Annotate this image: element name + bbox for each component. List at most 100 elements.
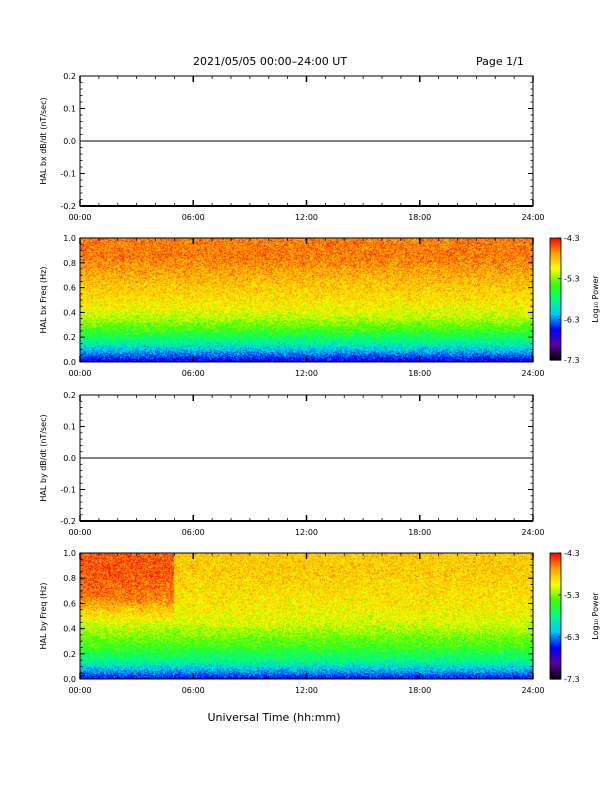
header-title: 2021/05/05 00:00–24:00 UT xyxy=(193,55,347,68)
colorbar-segment xyxy=(550,668,561,672)
colorbar-segment xyxy=(550,357,561,361)
colorbar-segment xyxy=(550,578,561,581)
colorbar-segment xyxy=(550,329,561,333)
colorbar-segment xyxy=(550,270,561,274)
y-axis-label: HAL by Freq (Hz) xyxy=(39,583,48,650)
y-axis-label: HAL by dB/dt (nT/sec) xyxy=(39,414,48,501)
colorbar-segment xyxy=(550,613,561,617)
colorbar-segment xyxy=(550,294,561,298)
colorbar-segment xyxy=(550,641,561,644)
colorbar-segment xyxy=(550,586,561,590)
colorbar-segment xyxy=(550,260,561,263)
colorbar-segment xyxy=(550,254,561,257)
y-tick-label: -0.1 xyxy=(60,170,76,179)
x-tick-label: 12:00 xyxy=(295,686,318,695)
colorbar-segment xyxy=(550,331,561,335)
colorbar-segment xyxy=(550,582,561,586)
header-page: Page 1/1 xyxy=(476,55,524,68)
colorbar-segment xyxy=(550,264,561,268)
colorbar-segment xyxy=(550,309,561,312)
colorbar-tick-label: -4.3 xyxy=(564,549,580,558)
colorbar-segment xyxy=(550,242,561,245)
colorbar-segment xyxy=(550,630,561,634)
colorbar-1: -4.3 -5.3 -6.3 -7.3 Log₁₀ Power xyxy=(549,234,600,365)
colorbar-segment xyxy=(550,266,561,270)
colorbar-segment xyxy=(550,626,561,630)
x-tick-label: 12:00 xyxy=(295,213,318,222)
x-tick-label: 12:00 xyxy=(295,528,318,537)
colorbar-segment xyxy=(550,248,561,251)
colorbar-segment xyxy=(550,576,561,579)
colorbar-segment xyxy=(550,252,561,255)
y-tick-label: 0.0 xyxy=(63,454,76,463)
colorbar-segment xyxy=(550,301,561,304)
colorbar-segment xyxy=(550,555,561,558)
colorbar-segment xyxy=(550,620,561,623)
colorbar-segment xyxy=(550,244,561,247)
colorbar-tick-label: -6.3 xyxy=(564,633,580,642)
y-tick-label: -0.2 xyxy=(60,517,76,526)
colorbar-segment xyxy=(550,622,561,625)
x-tick-label: 18:00 xyxy=(408,686,431,695)
colorbar-segment xyxy=(550,597,561,600)
y-tick-label: 0.2 xyxy=(63,391,76,400)
y-tick-label: 0.6 xyxy=(63,284,76,293)
colorbar-segment xyxy=(550,672,561,676)
colorbar-segment xyxy=(550,618,561,621)
colorbar-segment xyxy=(550,603,561,607)
colorbar-segment xyxy=(550,611,561,615)
colorbar-segment xyxy=(550,553,561,556)
panel-2: 1.0 0.8 0.6 0.4 0.2 0.0 00:00 06:00 12:00 18:00 24… xyxy=(39,234,545,378)
colorbar-segment xyxy=(550,303,561,306)
colorbar-segment xyxy=(550,268,561,272)
colorbar-segment xyxy=(550,258,561,261)
colorbar-segment xyxy=(550,649,561,653)
x-tick-label: 18:00 xyxy=(408,528,431,537)
colorbar-label: Log₁₀ Power xyxy=(591,275,600,323)
y-tick-label: 0.4 xyxy=(63,625,76,634)
y-tick-label: 1.0 xyxy=(63,234,76,243)
colorbar-segment xyxy=(550,569,561,573)
colorbar-tick-label: -7.3 xyxy=(564,356,580,365)
colorbar-segment xyxy=(550,609,561,613)
y-tick-label: 0.0 xyxy=(63,675,76,684)
panel-3: 0.2 0.1 0.0 -0.1 -0.2 00:00 06:00 12:00 18:00 24:… xyxy=(39,391,545,537)
colorbar-label: Log₁₀ Power xyxy=(591,592,600,640)
colorbar-segment xyxy=(550,592,561,596)
colorbar-segment xyxy=(550,307,561,310)
colorbar-segment xyxy=(550,651,561,655)
y-tick-label: 0.6 xyxy=(63,599,76,608)
colorbar-segment xyxy=(550,343,561,347)
colorbar-segment xyxy=(550,353,561,357)
colorbar-segment xyxy=(550,565,561,569)
x-axis-title: Universal Time (hh:mm) xyxy=(208,711,341,724)
colorbar-tick-label: -5.3 xyxy=(564,591,580,600)
colorbar-segment xyxy=(550,282,561,286)
y-tick-label: 0.4 xyxy=(63,308,76,317)
y-tick-label: 0.1 xyxy=(63,423,76,432)
colorbar-segment xyxy=(550,349,561,353)
colorbar-segment xyxy=(550,632,561,636)
x-tick-label: 00:00 xyxy=(68,213,91,222)
colorbar-segment xyxy=(550,601,561,604)
y-tick-label: 0.2 xyxy=(63,333,76,342)
colorbar-segment xyxy=(550,655,561,659)
x-tick-label: 18:00 xyxy=(408,213,431,222)
colorbar-segment xyxy=(550,643,561,646)
colorbar-segment xyxy=(550,286,561,290)
colorbar-segment xyxy=(550,299,561,302)
colorbar-tick-label: -4.3 xyxy=(564,234,580,243)
y-axis-label: HAL bx dB/dt (nT/sec) xyxy=(39,97,48,184)
y-tick-label: 0.0 xyxy=(63,137,76,146)
colorbar-segment xyxy=(550,674,561,678)
colorbar-segment xyxy=(550,323,561,327)
colorbar-segment xyxy=(550,292,561,296)
colorbar-segment xyxy=(550,571,561,575)
colorbar-segment xyxy=(550,355,561,359)
colorbar-segment xyxy=(550,639,561,642)
colorbar-segment xyxy=(550,590,561,594)
colorbar-segment xyxy=(550,240,561,243)
colorbar-segment xyxy=(550,246,561,249)
colorbar-segment xyxy=(550,351,561,355)
